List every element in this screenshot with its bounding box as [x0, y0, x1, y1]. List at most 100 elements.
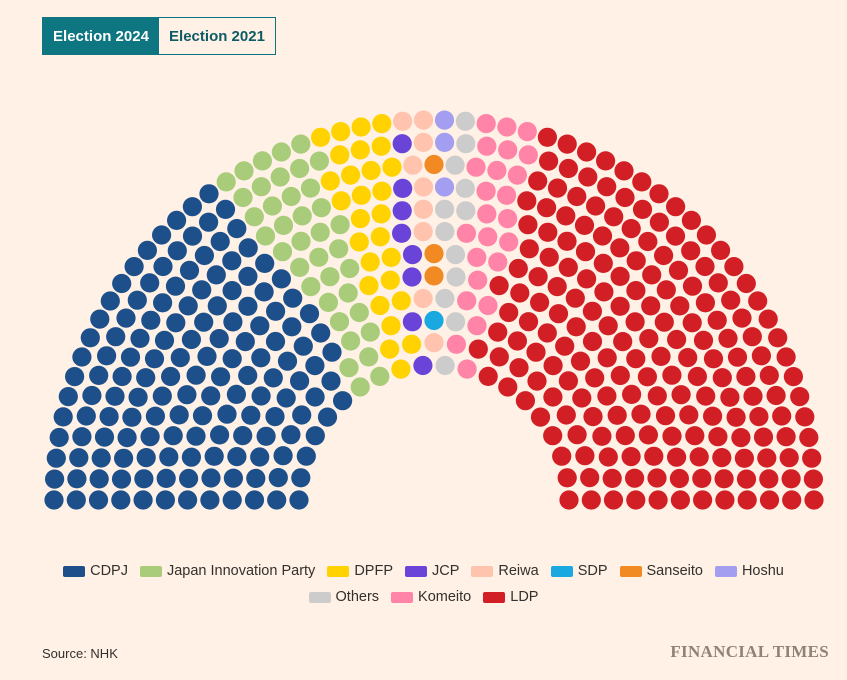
seat-ldp [498, 377, 518, 397]
seat-cdpj [227, 447, 247, 467]
seat-dpfp [350, 209, 370, 229]
seat-cdpj [283, 288, 303, 308]
seat-komeito [476, 114, 496, 134]
seat-ldp [610, 238, 630, 258]
seat-japan-innovation-party [262, 196, 282, 216]
seat-ldp [804, 490, 824, 510]
seat-ldp [582, 301, 603, 321]
seat-dpfp [402, 334, 422, 354]
seat-cdpj [251, 386, 271, 406]
seat-hoshu [435, 132, 455, 152]
seat-cdpj [128, 387, 148, 407]
seat-cdpj [322, 342, 342, 362]
seat-dpfp [330, 145, 350, 165]
seat-ldp [604, 207, 624, 227]
seat-ldp [696, 225, 717, 245]
seat-cdpj [145, 406, 165, 426]
seat-cdpj [223, 468, 243, 488]
seat-cdpj [276, 388, 296, 408]
seat-ldp [703, 406, 723, 426]
seat-ldp [572, 388, 592, 408]
seat-komeito [446, 334, 466, 354]
seat-reiwa [413, 110, 434, 130]
seat-komeito [499, 232, 519, 252]
seat-others [435, 355, 455, 376]
seat-ldp [594, 282, 614, 302]
seat-dpfp [351, 185, 371, 205]
seat-reiwa [413, 177, 434, 197]
legend-item-dpfp: DPFP [327, 563, 393, 579]
seat-ldp [731, 428, 751, 448]
seat-cdpj [299, 304, 320, 324]
seat-ldp [622, 384, 642, 404]
seat-ldp [548, 304, 569, 324]
seat-ldp [489, 276, 509, 296]
legend-swatch [619, 565, 642, 577]
tab-election-2021[interactable]: Election 2021 [159, 18, 275, 54]
seat-cdpj [67, 469, 87, 489]
seat-cdpj [170, 348, 190, 368]
legend-swatch [483, 591, 506, 603]
seat-japan-innovation-party [370, 366, 390, 386]
seat-cdpj [182, 197, 202, 217]
seat-sdp [424, 310, 444, 331]
seat-ldp [647, 386, 667, 406]
seat-cdpj [137, 240, 157, 260]
seat-ldp [582, 331, 603, 352]
seat-jcp [392, 134, 412, 154]
seat-cdpj [271, 269, 291, 289]
seat-ldp [574, 215, 595, 235]
seat-ldp [727, 347, 748, 367]
seat-cdpj [155, 490, 175, 510]
seat-ldp [782, 490, 802, 510]
seat-cdpj [178, 296, 198, 316]
seat-ldp [759, 490, 780, 510]
seat-cdpj [97, 346, 117, 366]
seat-ldp [707, 310, 727, 330]
seat-cdpj [305, 426, 325, 446]
seat-ldp [751, 346, 772, 366]
seat-japan-innovation-party [318, 292, 338, 312]
legend-label: DPFP [354, 563, 393, 579]
seat-dpfp [391, 359, 411, 379]
seat-cdpj [333, 391, 353, 411]
seat-cdpj [80, 328, 100, 348]
seat-cdpj [215, 199, 236, 219]
seat-cdpj [116, 308, 136, 328]
seat-ldp [593, 253, 613, 273]
seat-cdpj [153, 293, 173, 313]
seat-ldp [626, 349, 646, 369]
seat-japan-innovation-party [216, 172, 236, 192]
seat-japan-innovation-party [320, 267, 340, 287]
seat-cdpj [222, 349, 242, 369]
seat-ldp [625, 468, 645, 488]
seat-cdpj [159, 447, 179, 467]
seat-cdpj [250, 316, 270, 336]
seat-cdpj [207, 296, 227, 316]
seat-ldp [592, 226, 613, 246]
legend-item-sanseito: Sanseito [619, 563, 703, 579]
seat-cdpj [238, 238, 258, 258]
tab-election-2024[interactable]: Election 2024 [43, 18, 159, 54]
seat-ldp [712, 368, 732, 388]
seat-jcp [413, 355, 433, 376]
legend-item-sdp: SDP [550, 563, 608, 579]
seat-cdpj [177, 385, 197, 405]
seat-ldp [583, 407, 603, 427]
seat-ldp [692, 468, 712, 488]
seat-dpfp [381, 247, 401, 267]
seat-cdpj [244, 490, 265, 510]
seat-ldp [768, 328, 788, 348]
seat-cdpj [69, 448, 89, 468]
seat-ldp [753, 427, 774, 447]
seat-ldp [615, 426, 635, 446]
seat-ldp [693, 330, 714, 350]
seat-cdpj [141, 310, 161, 330]
seat-ldp [682, 276, 703, 296]
seat-ldp [695, 293, 716, 313]
seat-ldp [711, 240, 731, 260]
seat-ldp [565, 288, 585, 308]
seat-ldp [687, 366, 708, 387]
seat-reiwa [413, 199, 433, 219]
seat-cdpj [182, 226, 203, 246]
